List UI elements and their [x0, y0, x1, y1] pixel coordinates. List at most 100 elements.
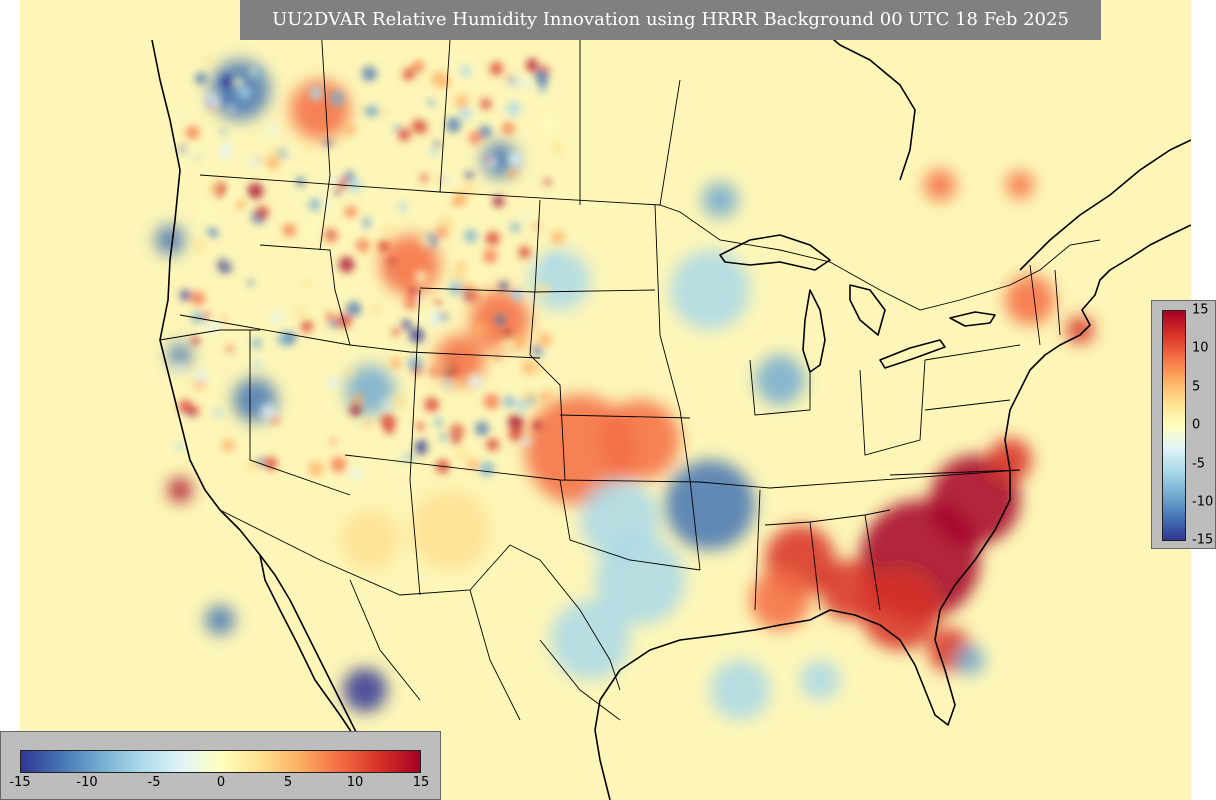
innovation-speck	[377, 240, 390, 252]
innovation-speck	[193, 239, 207, 253]
innovation-speck	[506, 168, 518, 179]
innovation-speck	[393, 124, 401, 132]
innovation-speck	[306, 143, 313, 151]
innovation-speck	[323, 228, 338, 243]
hudson-bay-coast	[809, 19, 916, 181]
map-title: UU2DVAR Relative Humidity Innovation usi…	[240, 0, 1101, 40]
innovation-speck	[503, 395, 515, 408]
innovation-speck	[414, 439, 430, 455]
innovation-speck	[441, 174, 451, 184]
innovation-speck	[381, 399, 390, 408]
innovation-speck	[434, 418, 444, 427]
innovation-speck	[336, 313, 352, 330]
innovation-speck	[220, 128, 227, 136]
innovation-speck	[190, 291, 206, 306]
coastlines	[151, 19, 1191, 800]
innovation-blob	[168, 343, 192, 367]
state-line-17	[924, 344, 1021, 361]
west-coast	[151, 39, 386, 800]
horizontal-colorbar: -15 -10 -5 0 5 10 15	[0, 731, 441, 800]
state-line-20	[1029, 264, 1041, 346]
innovation-speck	[329, 174, 340, 185]
innovation-speck	[251, 68, 263, 80]
innovation-speck	[401, 319, 412, 330]
innovation-speck	[532, 222, 542, 231]
innovation-speck	[302, 279, 311, 288]
innovation-detail	[175, 56, 565, 480]
baja-peninsula	[259, 554, 361, 746]
vertical-tick-label: -10	[1192, 494, 1214, 510]
innovation-speck	[294, 305, 307, 319]
innovation-speck	[433, 141, 441, 148]
innovation-speck	[544, 178, 551, 186]
innovation-speck	[468, 373, 483, 389]
great-lakes-huron	[849, 284, 886, 336]
innovation-speck	[213, 408, 223, 418]
innovation-speck	[464, 229, 478, 243]
innovation-speck	[483, 249, 498, 264]
innovation-speck	[465, 288, 480, 304]
innovation-speck	[247, 279, 254, 286]
innovation-speck	[344, 206, 358, 219]
innovation-speck	[479, 461, 495, 477]
state-line-23	[319, 174, 331, 251]
state-line-19	[889, 469, 1021, 476]
horizontal-colorbar-gradient	[20, 750, 421, 773]
vertical-colorbar: 15 10 5 0 -5 -10 -15	[1151, 300, 1216, 549]
innovation-speck	[344, 170, 355, 181]
innovation-speck	[308, 461, 324, 477]
innovation-speck	[486, 438, 500, 451]
innovation-blob	[482, 142, 518, 178]
innovation-speck	[466, 458, 479, 470]
innovation-speck	[515, 398, 528, 412]
innovation-speck	[407, 355, 423, 371]
innovation-speck	[326, 377, 339, 389]
state-line-22	[259, 244, 351, 346]
innovation-speck	[402, 68, 415, 81]
innovation-speck	[337, 178, 349, 190]
state-line-14	[864, 514, 881, 611]
innovation-speck	[409, 327, 425, 343]
innovation-speck	[251, 338, 263, 349]
state-line-12	[764, 509, 891, 526]
state-line-16	[859, 359, 926, 456]
innovation-speck	[429, 366, 440, 377]
innovation-blob	[820, 560, 880, 620]
innovation-speck	[247, 182, 264, 199]
political-borders	[159, 9, 1101, 721]
innovation-speck	[221, 438, 235, 452]
innovation-speck	[207, 183, 218, 194]
innovation-speck	[201, 323, 209, 331]
innovation-speck	[531, 345, 542, 356]
innovation-blob	[924, 169, 956, 201]
innovation-speck	[329, 319, 339, 329]
horizontal-tick-label: 5	[283, 775, 293, 790]
innovation-speck	[363, 420, 371, 428]
innovation-speck	[407, 285, 420, 298]
innovation-speck	[245, 460, 258, 474]
innovation-speck	[431, 71, 447, 87]
great-lakes-michigan	[802, 289, 826, 373]
innovation-speck	[252, 359, 262, 368]
innovation-speck	[542, 118, 556, 131]
innovation-blob	[168, 478, 192, 502]
innovation-blob	[1006, 171, 1034, 199]
innovation-speck	[552, 141, 563, 152]
innovation-speck	[473, 322, 488, 337]
innovation-speck	[445, 117, 462, 133]
innovation-speck	[271, 312, 283, 324]
innovation-speck	[411, 117, 428, 134]
innovation-speck	[317, 189, 324, 196]
innovation-speck	[225, 257, 232, 265]
innovation-speck	[372, 217, 381, 226]
innovation-speck	[505, 101, 521, 117]
state-line-8	[559, 414, 691, 419]
innovation-speck	[548, 254, 560, 266]
horizontal-tick-label: -15	[9, 775, 31, 790]
innovation-speck	[306, 225, 318, 237]
innovation-blob	[670, 250, 750, 330]
innovation-speck	[266, 156, 280, 170]
innovation-speck	[334, 189, 341, 196]
innovation-speck	[406, 453, 414, 461]
vertical-tick-label: 0	[1192, 417, 1201, 433]
